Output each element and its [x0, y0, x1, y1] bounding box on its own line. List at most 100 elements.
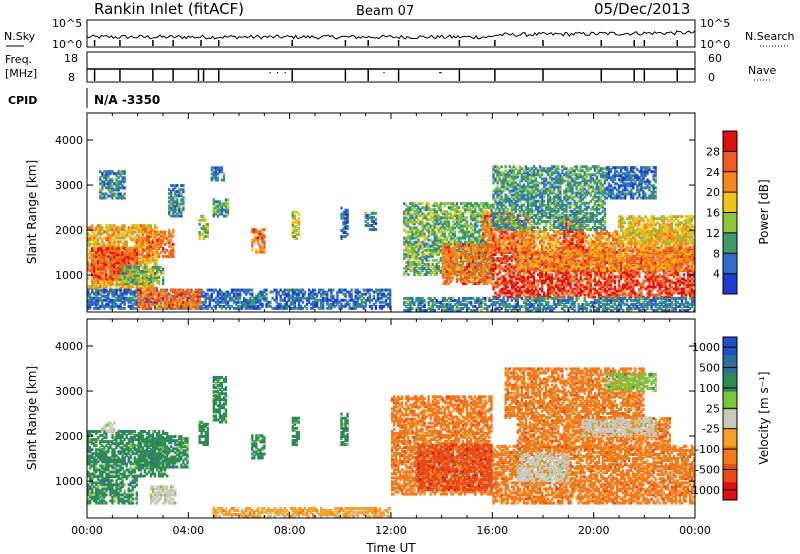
- power-cell: [141, 248, 145, 252]
- power-cell: [247, 306, 250, 310]
- power-cell: [111, 306, 114, 310]
- power-cell: [470, 212, 473, 216]
- power-cell: [474, 255, 477, 259]
- power-cell: [490, 206, 493, 210]
- power-cell: [170, 255, 173, 259]
- power-cell: [267, 300, 270, 304]
- power-cell: [453, 257, 457, 261]
- power-cell: [109, 304, 112, 308]
- power-cell: [111, 265, 114, 269]
- power-cell: [472, 240, 475, 244]
- power-cell: [232, 294, 236, 298]
- power-cell: [101, 277, 104, 281]
- power-cell: [346, 218, 349, 222]
- power-cell: [145, 232, 149, 236]
- power-cell: [500, 253, 503, 257]
- power-cell: [512, 271, 515, 275]
- power-cell: [159, 230, 163, 234]
- power-cell: [480, 246, 483, 250]
- power-cell: [251, 302, 254, 306]
- power-cell: [220, 210, 224, 214]
- power-cell: [476, 282, 479, 286]
- power-cell: [265, 296, 268, 300]
- power-cell: [147, 224, 151, 228]
- power-cell: [87, 254, 90, 258]
- power-cell: [431, 262, 434, 266]
- power-cell: [405, 220, 408, 224]
- power-cell: [153, 262, 157, 266]
- power-cell: [569, 277, 572, 281]
- power-cell: [449, 208, 453, 212]
- power-cell: [172, 188, 175, 192]
- power-cell: [516, 277, 519, 281]
- power-cell: [482, 280, 485, 284]
- power-cell: [295, 288, 299, 292]
- power-cell: [476, 275, 479, 279]
- power-cell: [490, 208, 493, 212]
- power-cell: [107, 282, 110, 286]
- power-cell: [261, 240, 264, 244]
- power-cell: [455, 202, 459, 206]
- power-cell: [540, 263, 544, 267]
- power-cell: [492, 269, 495, 273]
- power-cell: [409, 202, 412, 206]
- power-cell: [447, 249, 451, 253]
- power-cell: [417, 214, 420, 218]
- power-cell: [441, 238, 444, 242]
- power-cell: [172, 296, 175, 300]
- power-cell: [502, 277, 505, 281]
- power-cell: [164, 302, 167, 306]
- power-cell: [386, 302, 390, 306]
- power-cell: [295, 232, 299, 236]
- power-cell: [180, 292, 183, 296]
- power-cell: [465, 204, 469, 208]
- power-cell: [455, 278, 459, 282]
- power-cell: [125, 253, 128, 257]
- power-cell: [437, 218, 440, 222]
- power-cell: [202, 216, 205, 220]
- power-cell: [435, 204, 438, 208]
- power-cell: [168, 228, 171, 232]
- power-cell: [206, 222, 209, 226]
- power-cell: [97, 272, 100, 276]
- power-cell: [91, 224, 94, 228]
- power-cell: [147, 290, 151, 294]
- power-cell: [220, 300, 224, 304]
- power-cell: [320, 298, 323, 302]
- power-cell: [478, 251, 481, 255]
- power-cell: [153, 260, 157, 264]
- power-cell: [87, 302, 90, 306]
- power-cell: [409, 206, 412, 210]
- power-cell: [447, 222, 451, 226]
- power-cell: [174, 210, 177, 214]
- power-cell: [457, 271, 461, 275]
- power-cell: [208, 300, 211, 304]
- power-cell: [249, 296, 252, 300]
- power-cell: [190, 294, 193, 298]
- power-cell: [453, 214, 457, 218]
- power-cell: [170, 192, 173, 196]
- power-cell: [488, 206, 491, 210]
- power-cell: [255, 236, 258, 240]
- power-cell: [419, 234, 422, 238]
- power-cell: [461, 232, 465, 236]
- power-cell: [157, 253, 161, 257]
- power-cell: [113, 242, 116, 246]
- power-cell: [370, 223, 374, 227]
- power-cell: [417, 260, 420, 264]
- power-cell: [330, 294, 333, 298]
- power-cell: [413, 204, 416, 208]
- power-cell: [423, 254, 426, 258]
- power-cell: [413, 240, 416, 244]
- power-cell: [478, 232, 481, 236]
- power-cell: [388, 304, 392, 308]
- power-cell: [87, 300, 90, 304]
- power-cell: [470, 222, 473, 226]
- power-cell: [419, 256, 422, 260]
- power-cell: [101, 184, 104, 188]
- power-cell: [99, 304, 102, 308]
- power-cell: [518, 277, 522, 281]
- power-cell: [413, 212, 416, 216]
- power-cell: [137, 238, 140, 242]
- power-cell: [109, 224, 112, 228]
